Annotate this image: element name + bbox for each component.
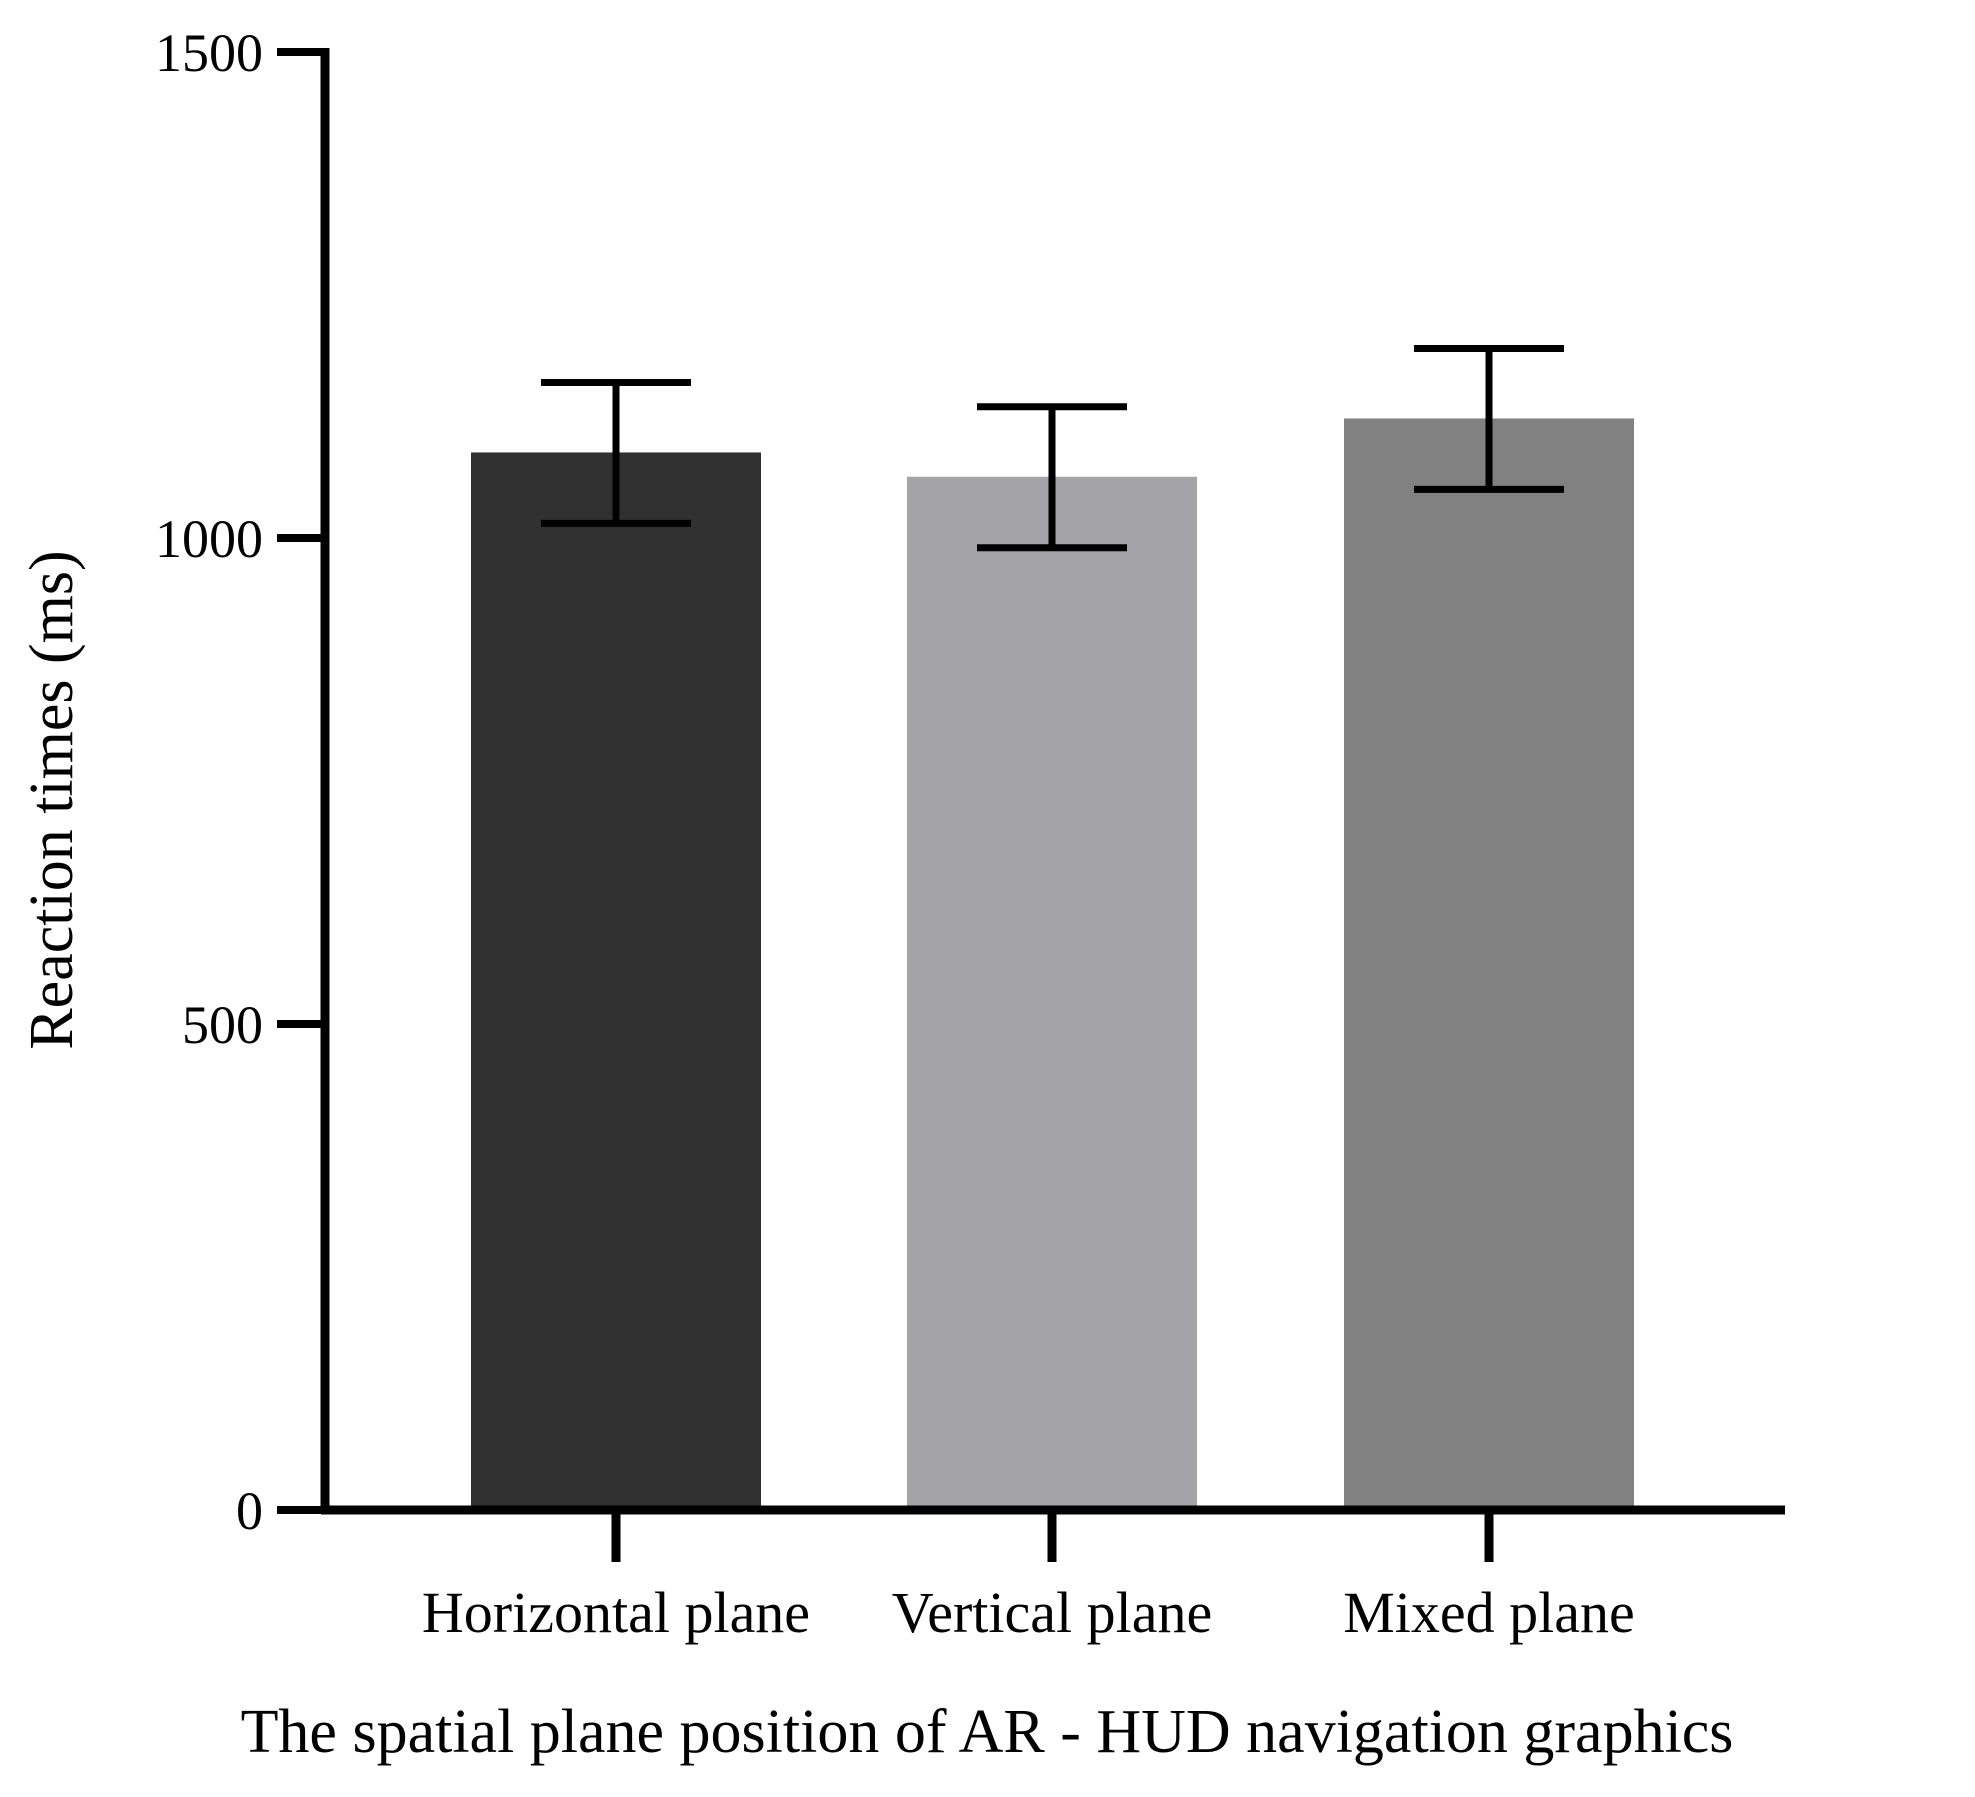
bar-2 [1344, 418, 1634, 1511]
bars-group [471, 418, 1634, 1511]
y-tick-label-0: 0 [236, 1481, 263, 1541]
y-axis-title: Reaction times (ms) [18, 550, 86, 1049]
y-tick-label-1: 500 [182, 995, 263, 1055]
x-ticks-group: Horizontal plane Vertical plane Mixed plan… [422, 1510, 1635, 1645]
x-tick-label-0: Horizontal plane [422, 1580, 810, 1645]
x-tick-label-1: Vertical plane [892, 1580, 1212, 1645]
bar-0 [471, 452, 761, 1510]
y-ticks-group: 0 500 1000 1500 [155, 23, 325, 1541]
y-tick-label-3: 1500 [155, 23, 263, 83]
x-tick-label-2: Mixed plane [1343, 1580, 1635, 1645]
y-tick-label-2: 1000 [155, 509, 263, 569]
error-bars-group [541, 344, 1564, 552]
bar-1 [907, 476, 1197, 1510]
x-axis-title: The spatial plane position of AR - HUD n… [241, 1698, 1734, 1766]
